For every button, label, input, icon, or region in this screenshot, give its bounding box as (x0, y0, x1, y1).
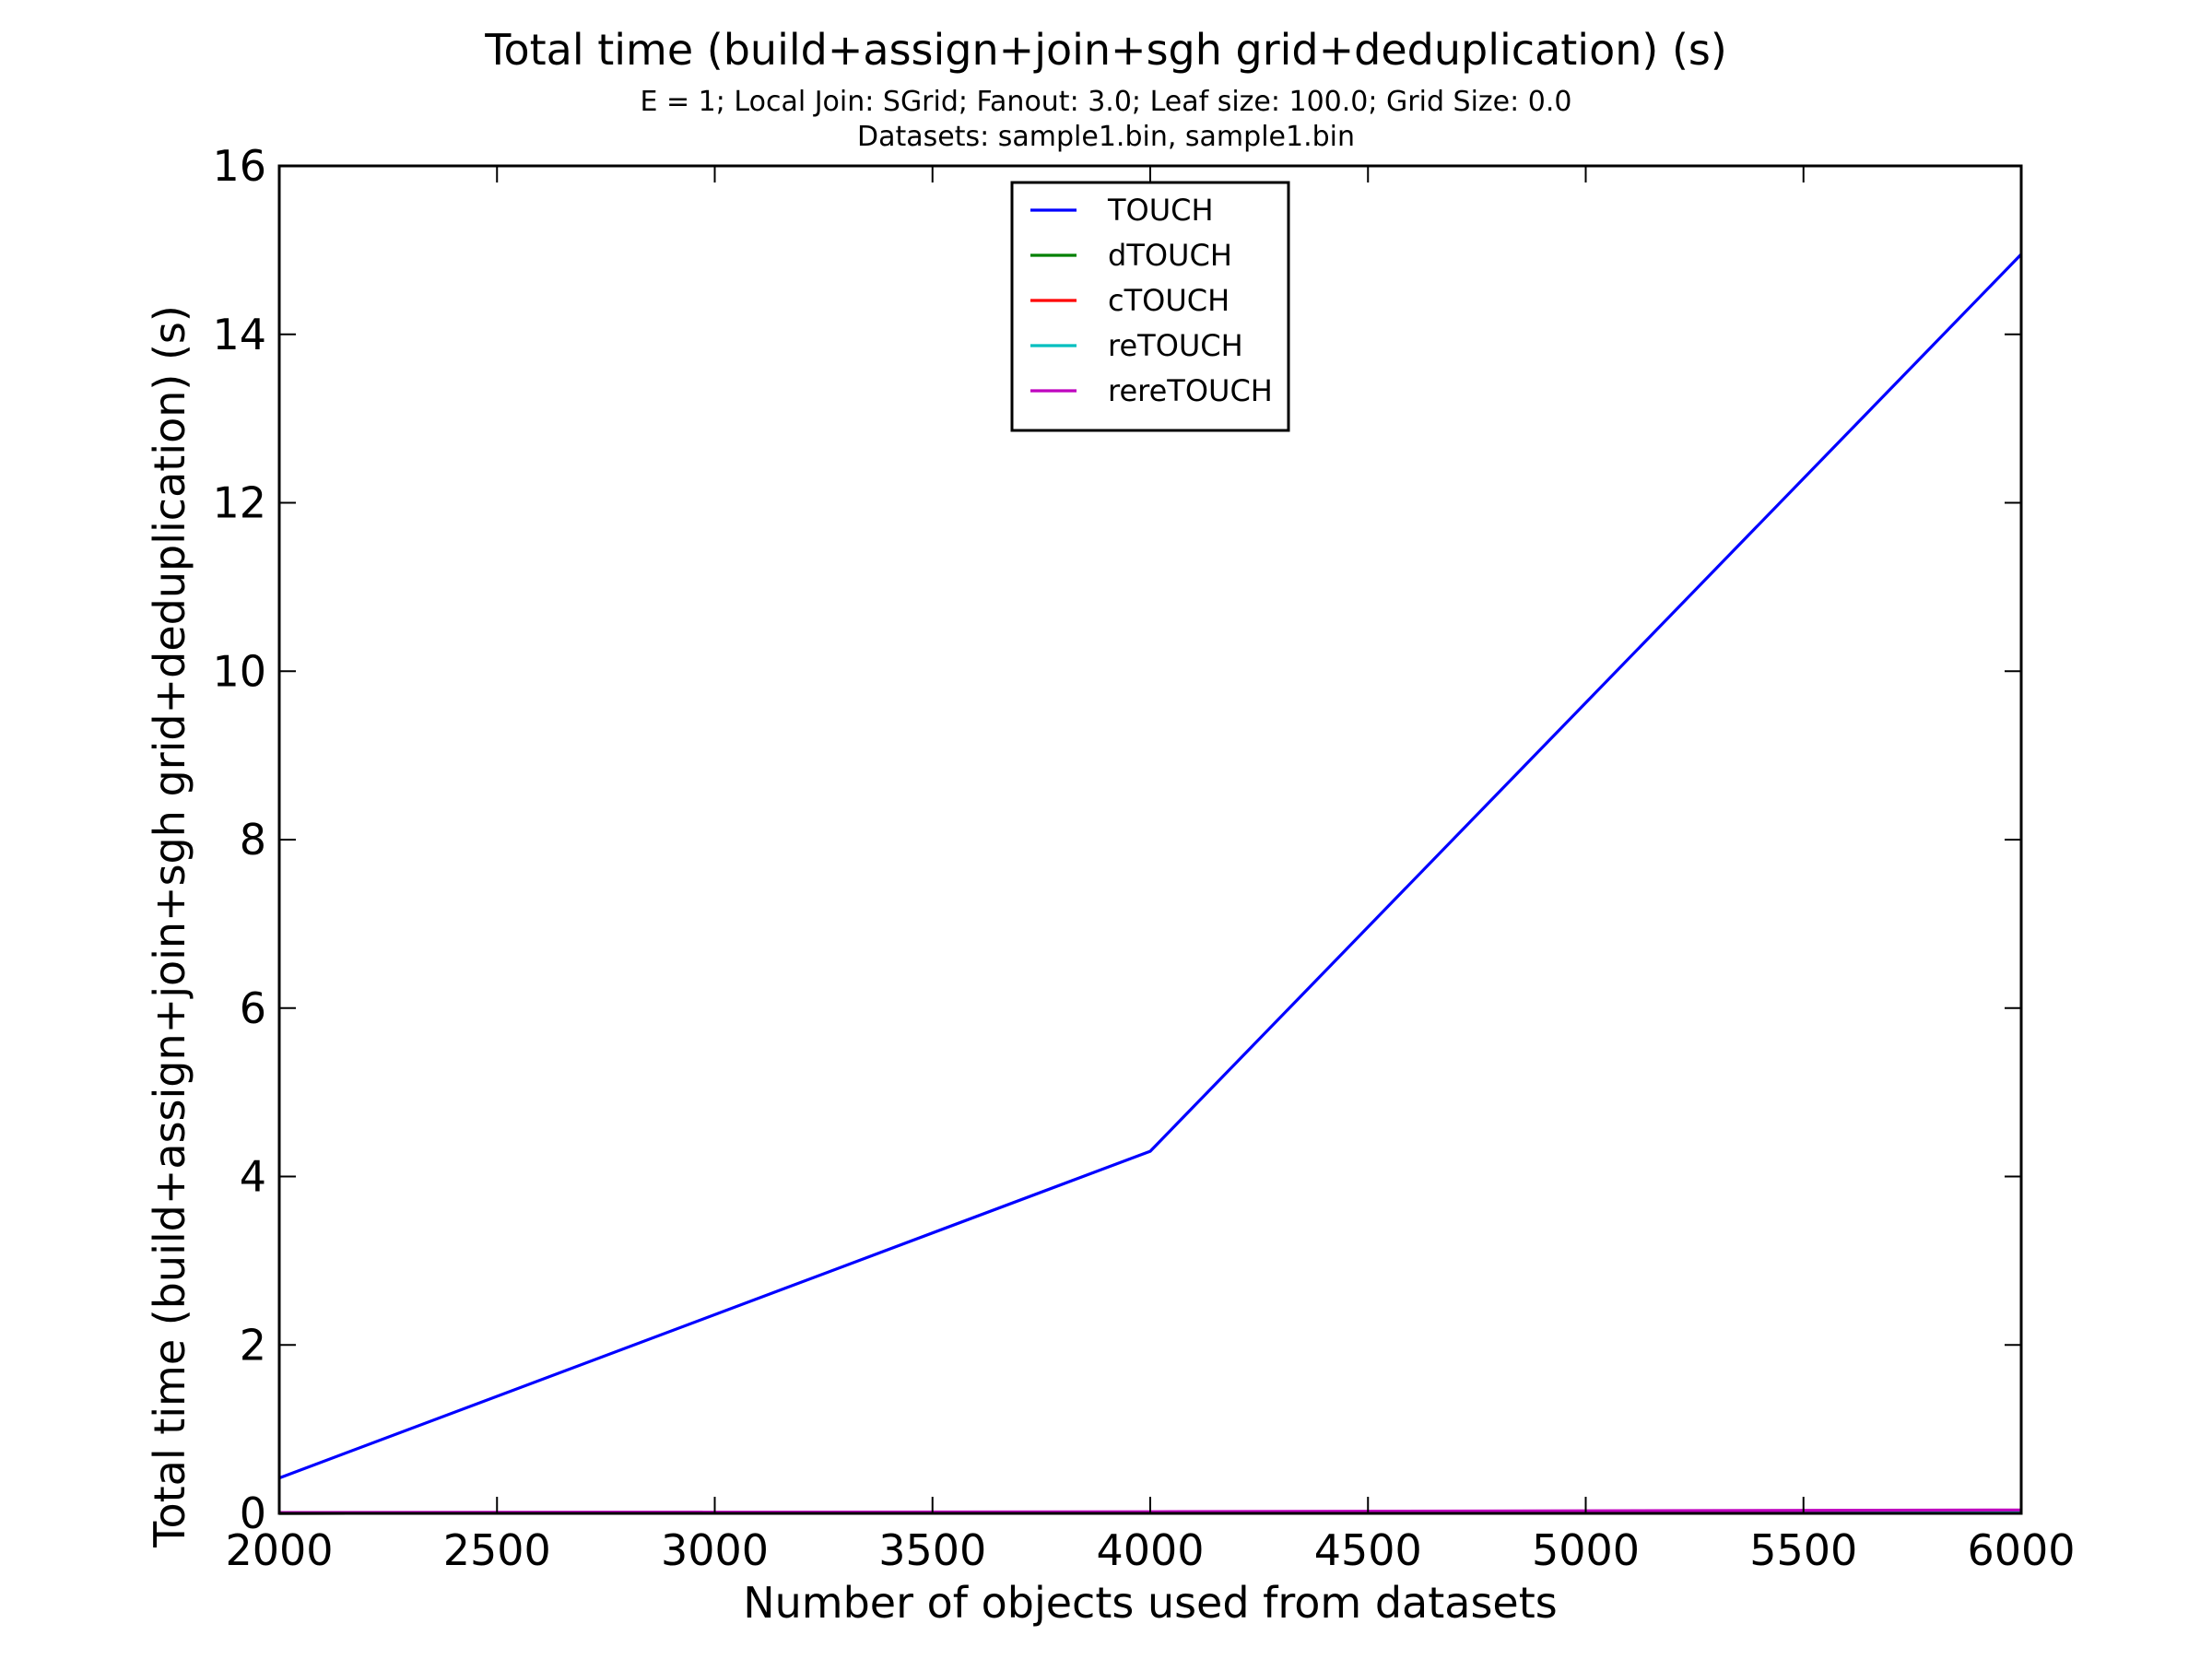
legend-label-0: TOUCH (1107, 193, 1214, 228)
chart-subtitle-line-2: Datasets: sample1.bin, sample1.bin (857, 121, 1355, 153)
legend-label-3: reTOUCH (1108, 328, 1243, 363)
y-tick-label-8: 16 (212, 141, 266, 191)
x-tick-label-3: 3500 (878, 1525, 986, 1575)
y-axis-label: Total time (build+assign+join+sgh grid+d… (145, 305, 194, 1548)
axis-ticks: 2000 2500 3000 3500 4000 4500 5000 5500 6000 0 2 4 6… (212, 141, 2075, 1575)
y-tick-label-2: 4 (240, 1152, 266, 1202)
y-tick-label-3: 6 (240, 983, 266, 1033)
legend-label-4: rereTOUCH (1108, 373, 1273, 408)
legend: TOUCH dTOUCH cTOUCH reTOUCH rereTOUCH (1010, 181, 1290, 432)
y-tick-label-0: 0 (240, 1488, 266, 1538)
chart-subtitle-line-1: E = 1; Local Join: SGrid; Fanout: 3.0; L… (641, 86, 1572, 118)
x-axis-label: Number of objects used from datasets (743, 1578, 1558, 1628)
x-tick-label-8: 6000 (1967, 1525, 2075, 1575)
series-layer (278, 253, 2023, 1515)
y-tick-label-1: 2 (240, 1320, 266, 1370)
x-tick-label-6: 5000 (1532, 1525, 1640, 1575)
chart-title: Total time (build+assign+join+sgh grid+d… (484, 25, 1727, 75)
y-tick-label-7: 14 (212, 310, 266, 359)
x-tick-label-7: 5500 (1749, 1525, 1857, 1575)
legend-label-2: cTOUCH (1108, 283, 1230, 318)
x-tick-label-1: 2500 (443, 1525, 551, 1575)
x-tick-label-2: 3000 (661, 1525, 769, 1575)
y-tick-label-5: 10 (212, 646, 266, 696)
legend-box (1010, 181, 1290, 432)
legend-label-1: dTOUCH (1108, 238, 1232, 273)
series-line-0 (278, 253, 2023, 1480)
x-tick-label-5: 4500 (1314, 1525, 1422, 1575)
x-tick-label-4: 4000 (1096, 1525, 1204, 1575)
x-tick-label-0: 2000 (225, 1525, 333, 1575)
y-tick-label-4: 8 (240, 815, 266, 865)
y-tick-label-6: 12 (212, 478, 266, 528)
